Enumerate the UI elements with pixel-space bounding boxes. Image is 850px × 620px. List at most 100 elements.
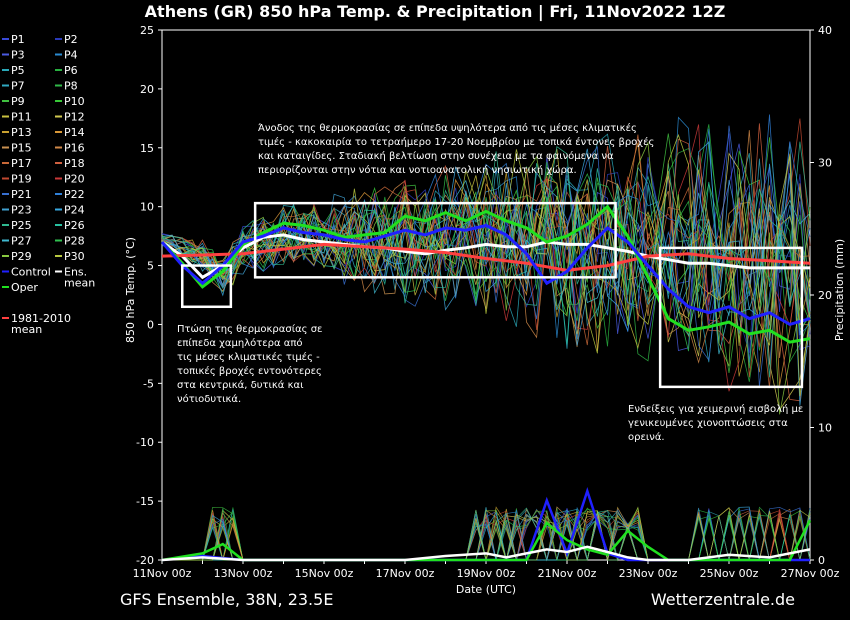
legend-item: P19: [2, 173, 32, 186]
annotation-line: τιμές - κακοκαιρία το τετραήμερο 17-20 Ν…: [258, 136, 654, 148]
legend-item: P8: [55, 80, 78, 93]
ensemble-line: [161, 155, 811, 348]
legend-label: P28: [64, 235, 85, 248]
legend-item: P6: [55, 64, 78, 77]
precipitation: [161, 487, 812, 562]
legend: P1 P2 P3 P4 P5 P6 P7 P8 P9 P10 P11 P12 P13 P14 P15 P16 P…: [2, 33, 95, 336]
annotation-line: γενικευμένες χιονοπτώσεις στα: [628, 417, 788, 429]
legend-label: P16: [64, 142, 85, 155]
legend-item: P30: [55, 250, 85, 263]
legend-item: P22: [55, 188, 85, 201]
x-axis-label: Date (UTC): [456, 583, 516, 596]
legend-item: P3: [2, 49, 25, 62]
legend-item: P1: [2, 33, 25, 46]
legend-label: P27: [11, 235, 32, 248]
annotation-line: και καταιγίδες. Σταδιακή βελτίωση στην σ…: [258, 150, 614, 162]
legend-item: P15: [2, 142, 32, 155]
legend-label: P5: [11, 64, 25, 77]
legend-item: P2: [55, 33, 78, 46]
legend-label: P11: [11, 111, 32, 124]
legend-item: P17: [2, 157, 32, 170]
legend-item: P24: [55, 204, 85, 217]
legend-item: P9: [2, 95, 25, 108]
ensemble-line: [161, 114, 811, 363]
annotation-line: Ενδείξεις για χειμερινή εισβολή με: [628, 403, 803, 415]
y-tick-label: 25: [140, 24, 154, 37]
ensemble-line: [161, 141, 811, 406]
ensemble-line: [161, 141, 811, 378]
annotation-line: τις μέσες κλιματικές τιμές -: [177, 351, 320, 363]
legend-item: P10: [55, 95, 85, 108]
y2-axis-label: Precipitation (mm): [833, 239, 846, 341]
y-tick-label: 5: [147, 260, 154, 273]
y2-axis-ticks: 40 30 20 10 0: [810, 24, 832, 567]
legend-label: P19: [11, 173, 32, 186]
annotation-line: στα κεντρικά, δυτικά και: [177, 379, 304, 391]
legend-label: P15: [11, 142, 32, 155]
footer-site: Wetterzentrale.de: [651, 590, 795, 609]
series-line: [161, 242, 811, 272]
legend-item: P18: [55, 157, 85, 170]
legend-label: P13: [11, 126, 32, 139]
legend-label: P7: [11, 80, 25, 93]
ensemble-line: [161, 142, 811, 349]
legend-label: P4: [64, 49, 78, 62]
y-tick-label: -5: [143, 377, 154, 390]
ensemble-line: [161, 141, 811, 415]
legend-item: P5: [2, 64, 25, 77]
legend-label: P14: [64, 126, 85, 139]
legend-label: P24: [64, 204, 85, 217]
annotation: Ενδείξεις για χειμερινή εισβολή με γενικε…: [628, 403, 803, 443]
legend-item: P4: [55, 49, 78, 62]
annotation-line: τοπικές βροχές εντονότερες: [177, 365, 322, 377]
legend-item: P20: [55, 173, 85, 186]
x-tick-label: 19Nov 00z: [457, 567, 516, 580]
legend-label: P29: [11, 250, 32, 263]
legend-label: P1: [11, 33, 25, 46]
x-tick-label: 17Nov 00z: [376, 567, 435, 580]
y-tick-label: -15: [136, 495, 154, 508]
legend-label: mean: [11, 323, 42, 336]
legend-label: P18: [64, 157, 85, 170]
legend-label: P23: [11, 204, 32, 217]
series-line: [161, 233, 810, 280]
legend-label: P12: [64, 111, 85, 124]
legend-label: P26: [64, 219, 85, 232]
legend-label: P8: [64, 80, 78, 93]
highlight-box: [181, 264, 233, 309]
legend-item: P16: [55, 142, 85, 155]
oper-precip-line: [161, 519, 812, 562]
legend-label: 1981-2010: [11, 312, 71, 325]
legend-label: P20: [64, 173, 85, 186]
x-tick-label: 15Nov 00z: [295, 567, 354, 580]
y2-tick-label: 40: [818, 24, 832, 37]
annotation-line: Άνοδος της θερμοκρασίας σε επίπεδα υψηλό…: [258, 122, 637, 134]
legend-label: P6: [64, 64, 78, 77]
legend-label: mean: [64, 277, 95, 290]
x-tick-label: 11Nov 00z: [133, 567, 192, 580]
ensemble-line: [161, 171, 811, 346]
legend-label: Oper: [11, 281, 38, 294]
legend-label: P10: [64, 95, 85, 108]
highlight-box: [658, 246, 804, 389]
legend-item: Oper: [2, 281, 38, 294]
legend-item: P12: [55, 111, 85, 124]
legend-label: P17: [11, 157, 32, 170]
annotation-line: επίπεδα χαμηλότερα από: [177, 337, 303, 349]
legend-label: P30: [64, 250, 85, 263]
legend-label: P2: [64, 33, 78, 46]
main-series: [160, 204, 811, 344]
legend-item: P7: [2, 80, 25, 93]
y-tick-label: -20: [136, 554, 154, 567]
legend-item: P11: [2, 111, 32, 124]
annotation-line: περιορίζονται στην νότια και νοτιοανατολ…: [258, 164, 577, 176]
legend-item: P21: [2, 188, 32, 201]
y-axis-ticks: 25 20 15 10 5 0 -5 -10 -15 -20: [136, 24, 162, 567]
y-tick-label: 20: [140, 83, 154, 96]
annotation: Πτώση της θερμοκρασίας σε επίπεδα χαμηλότ…: [177, 323, 322, 405]
series-line: [160, 223, 811, 327]
annotation-line: νότιοδυτικά.: [177, 393, 241, 405]
legend-label: P22: [64, 188, 85, 201]
